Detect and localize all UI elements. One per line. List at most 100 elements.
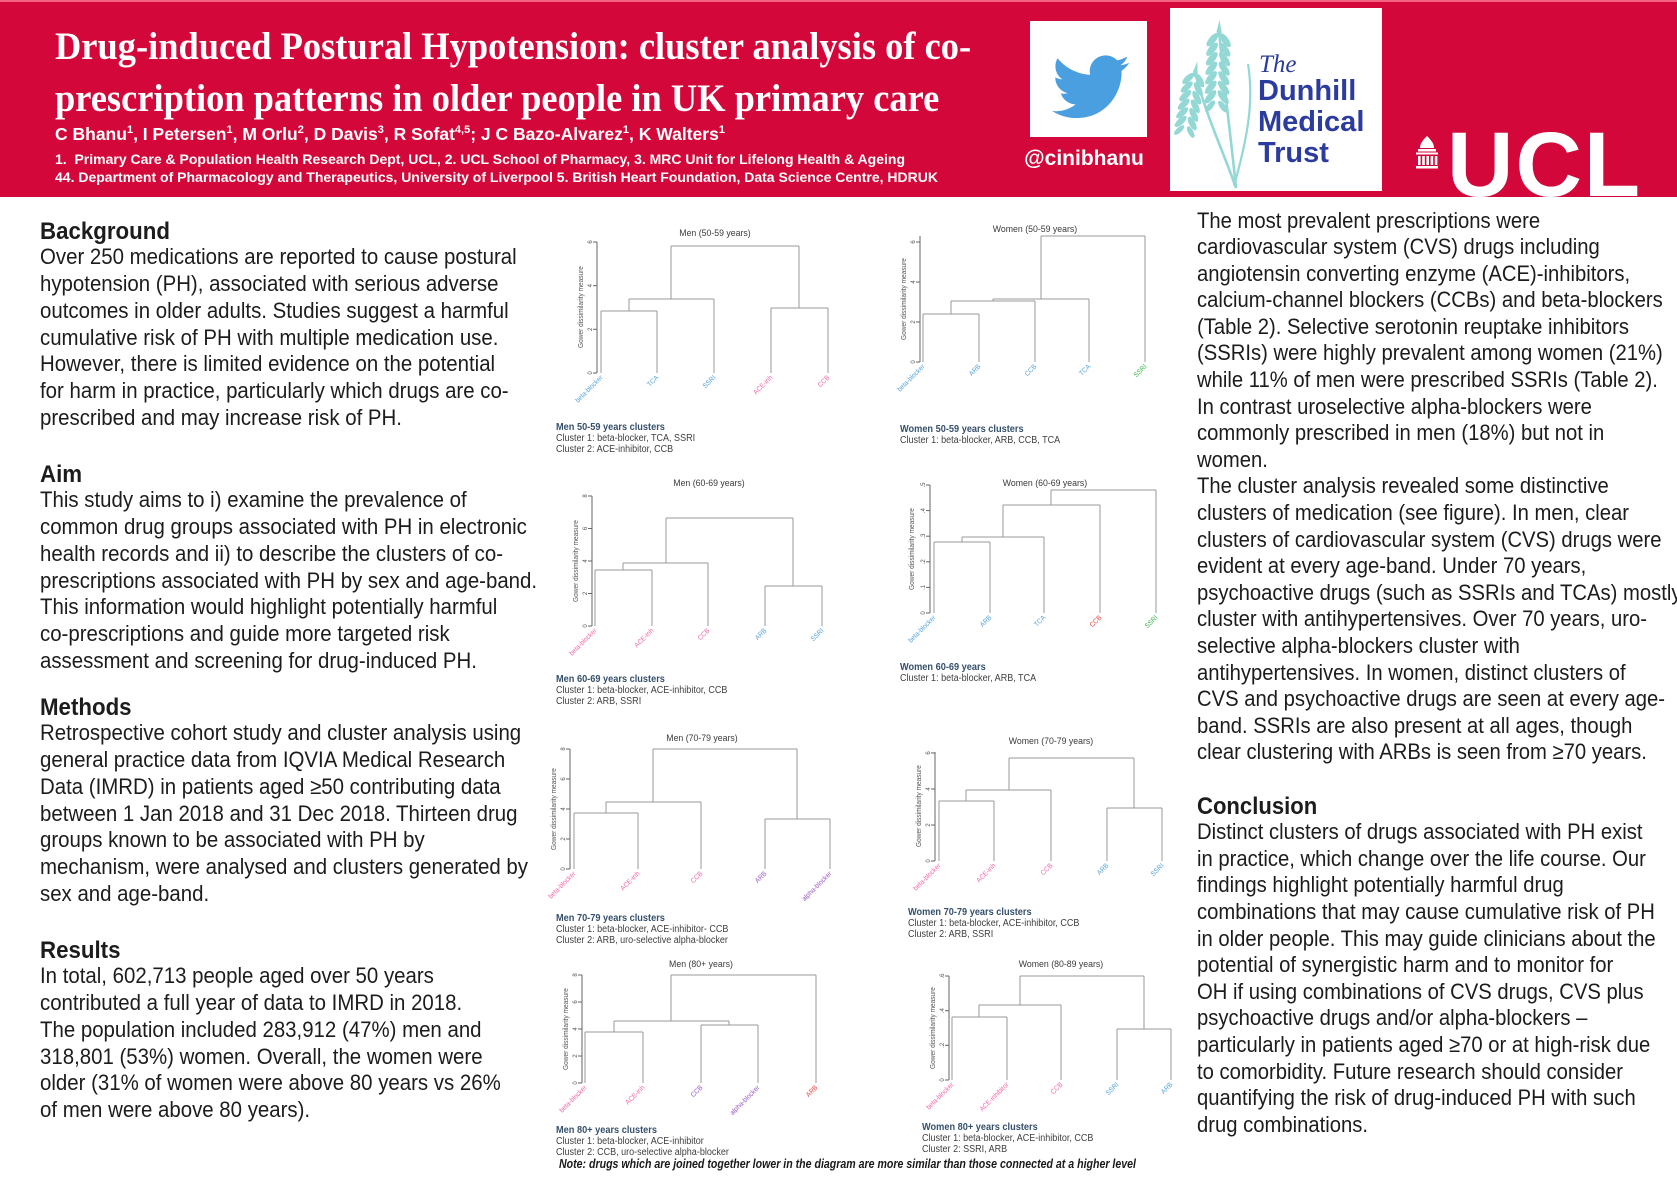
- svg-text:4: 4: [573, 1027, 579, 1031]
- svg-text:.3: .3: [921, 533, 927, 539]
- svg-text:ARB: ARB: [979, 614, 993, 628]
- svg-text:TCA: TCA: [1078, 363, 1092, 377]
- svg-text:CCB: CCB: [690, 1084, 705, 1099]
- svg-text:Cluster 2: ACE-inhibitor, CCB: Cluster 2: ACE-inhibitor, CCB: [556, 444, 674, 455]
- svg-text:6: 6: [561, 777, 567, 781]
- svg-text:6: 6: [588, 240, 594, 244]
- svg-text:alpha-blocker: alpha-blocker: [729, 1084, 762, 1117]
- svg-text:beta-blocker: beta-blocker: [558, 1084, 588, 1114]
- svg-text:Cluster 1: beta-blocker, ACE-i: Cluster 1: beta-blocker, ACE-inhibitor, …: [908, 918, 1080, 929]
- svg-text:SSRI: SSRI: [1144, 614, 1160, 630]
- svg-text:Cluster 1: beta-blocker, TCA,: Cluster 1: beta-blocker, TCA, SSRI: [556, 433, 695, 444]
- svg-text:0: 0: [583, 624, 589, 628]
- svg-text:Men (70-79 years): Men (70-79 years): [666, 733, 737, 744]
- svg-text:6: 6: [573, 1000, 579, 1004]
- svg-text:Men 80+ years clusters: Men 80+ years clusters: [556, 1125, 657, 1136]
- svg-text:.2: .2: [921, 559, 927, 565]
- svg-text:Gower dissimilarity measure: Gower dissimilarity measure: [576, 266, 585, 348]
- svg-text:beta-blocker: beta-blocker: [896, 363, 926, 393]
- svg-text:Women (80-89 years): Women (80-89 years): [1019, 959, 1103, 970]
- svg-text:0: 0: [561, 867, 567, 871]
- svg-text:Men (60-69 years): Men (60-69 years): [673, 478, 744, 489]
- svg-text:ARB: ARB: [754, 627, 768, 641]
- svg-text:ACE-inh: ACE-inh: [752, 374, 774, 396]
- svg-text:0: 0: [921, 611, 927, 615]
- svg-text:alpha-blocker: alpha-blocker: [801, 870, 834, 903]
- svg-text:ARB: ARB: [754, 870, 768, 884]
- svg-text:ARB: ARB: [1160, 1081, 1174, 1095]
- svg-text:beta-blocker: beta-blocker: [912, 862, 942, 892]
- svg-text:2: 2: [561, 837, 567, 841]
- svg-text:2: 2: [926, 823, 932, 827]
- svg-text:0: 0: [926, 859, 932, 863]
- svg-text:6: 6: [926, 751, 932, 755]
- svg-text:ACE-inh: ACE-inh: [633, 627, 655, 649]
- svg-text:TCA: TCA: [1033, 614, 1047, 628]
- svg-text:Cluster 2: ARB, SSRI: Cluster 2: ARB, SSRI: [556, 696, 641, 707]
- svg-text:SSRI: SSRI: [1133, 363, 1149, 379]
- svg-text:CCB: CCB: [690, 870, 705, 885]
- svg-text:0: 0: [911, 360, 917, 364]
- svg-text:Cluster 2: ARB, uro-selective: Cluster 2: ARB, uro-selective alpha-bloc…: [556, 935, 729, 946]
- svg-text:ACE-inh: ACE-inh: [975, 862, 997, 884]
- svg-text:Men 50-59 years clusters: Men 50-59 years clusters: [556, 422, 665, 433]
- svg-text:2: 2: [588, 327, 594, 331]
- svg-text:Cluster 1: beta-blocker, ARB,: Cluster 1: beta-blocker, ARB, CCB, TCA: [900, 435, 1061, 446]
- svg-text:Gower dissimilarity measure: Gower dissimilarity measure: [914, 765, 923, 847]
- svg-text:Women (60-69 years): Women (60-69 years): [1003, 478, 1087, 489]
- svg-text:SSRI: SSRI: [810, 627, 826, 643]
- svg-text:Cluster 1: beta-blocker, ACE-i: Cluster 1: beta-blocker, ACE-inhibitor, …: [556, 685, 728, 696]
- svg-text:CCB: CCB: [817, 374, 832, 389]
- svg-text:SSRI: SSRI: [1105, 1081, 1121, 1097]
- svg-text:.5: .5: [921, 482, 927, 488]
- svg-text:beta-blocker: beta-blocker: [568, 627, 598, 657]
- svg-text:ACE-inhibitor: ACE-inhibitor: [979, 1081, 1011, 1113]
- svg-text:CCB: CCB: [697, 627, 712, 642]
- svg-text:ARB: ARB: [968, 363, 982, 377]
- svg-text:8: 8: [561, 747, 567, 751]
- svg-text:Men (80+ years): Men (80+ years): [669, 959, 733, 970]
- svg-text:TCA: TCA: [646, 374, 660, 388]
- svg-text:8: 8: [583, 494, 589, 498]
- svg-text:Women (70-79 years): Women (70-79 years): [1009, 736, 1093, 747]
- svg-text:2: 2: [573, 1054, 579, 1058]
- svg-text:Cluster 1: beta-blocker, ACE-i: Cluster 1: beta-blocker, ACE-inhibitor: [556, 1136, 704, 1147]
- svg-text:4: 4: [583, 559, 589, 563]
- svg-text:ACE-inh: ACE-inh: [619, 870, 641, 892]
- svg-text:.1: .1: [921, 584, 927, 590]
- svg-text:Gower dissimilarity measure: Gower dissimilarity measure: [561, 988, 570, 1070]
- svg-text:.2: .2: [940, 1042, 946, 1048]
- svg-text:Gower dissimilarity measure: Gower dissimilarity measure: [907, 508, 916, 590]
- svg-text:Women (50-59 years): Women (50-59 years): [993, 224, 1077, 235]
- svg-text:Cluster 1: beta-blocker, ARB,: Cluster 1: beta-blocker, ARB, TCA: [900, 673, 1037, 684]
- svg-text:4: 4: [561, 807, 567, 811]
- svg-text:.6: .6: [940, 973, 946, 979]
- svg-text:.4: .4: [940, 1008, 946, 1014]
- svg-text:Women 80+ years clusters: Women 80+ years clusters: [922, 1122, 1038, 1133]
- svg-text:0: 0: [588, 371, 594, 375]
- svg-text:ACE-inh: ACE-inh: [624, 1084, 646, 1106]
- svg-text:Cluster 1: beta-blocker, ACE-i: Cluster 1: beta-blocker, ACE-inhibitor, …: [922, 1133, 1094, 1144]
- svg-text:ARB: ARB: [1096, 862, 1110, 876]
- svg-text:CCB: CCB: [1089, 614, 1104, 629]
- svg-text:4: 4: [911, 280, 917, 284]
- svg-text:Men (50-59 years): Men (50-59 years): [679, 228, 750, 239]
- svg-text:Cluster 2: SSRI, ARB: Cluster 2: SSRI, ARB: [922, 1144, 1008, 1155]
- svg-text:Women 60-69 years: Women 60-69 years: [900, 662, 986, 673]
- svg-text:4: 4: [926, 787, 932, 791]
- svg-text:beta-blocker: beta-blocker: [574, 374, 604, 404]
- svg-text:0: 0: [940, 1078, 946, 1082]
- svg-text:SSRI: SSRI: [1150, 862, 1166, 878]
- svg-text:0: 0: [573, 1081, 579, 1085]
- svg-text:Men 60-69 years clusters: Men 60-69 years clusters: [556, 674, 665, 685]
- svg-text:8: 8: [573, 973, 579, 977]
- svg-text:Cluster 1: beta-blocker, ACE-i: Cluster 1: beta-blocker, ACE-inhibitor- …: [556, 924, 729, 935]
- svg-text:6: 6: [583, 526, 589, 530]
- svg-text:Men 70-79 years clusters: Men 70-79 years clusters: [556, 913, 665, 924]
- svg-text:Gower dissimilarity measure: Gower dissimilarity measure: [571, 520, 580, 602]
- svg-text:Cluster 2: CCB, uro-selective: Cluster 2: CCB, uro-selective alpha-bloc…: [556, 1147, 730, 1158]
- svg-text:Gower dissimilarity measure: Gower dissimilarity measure: [928, 987, 937, 1069]
- svg-text:Gower dissimilarity measure: Gower dissimilarity measure: [549, 768, 558, 850]
- svg-text:6: 6: [911, 240, 917, 244]
- svg-text:SSRI: SSRI: [702, 374, 718, 390]
